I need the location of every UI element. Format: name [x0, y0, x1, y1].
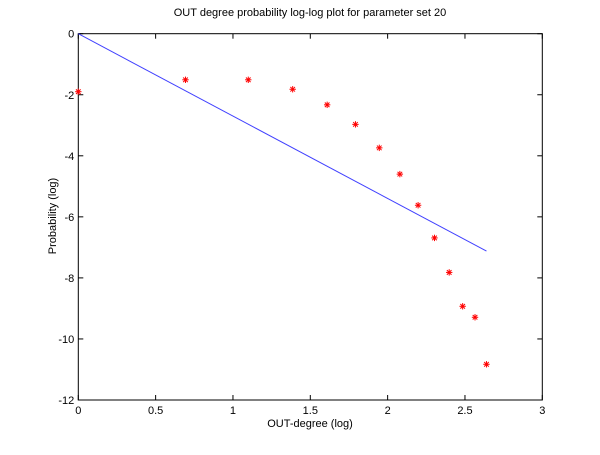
data-point [75, 88, 82, 95]
x-tick-label: 0.5 [148, 405, 163, 417]
data-point [182, 76, 189, 83]
data-point [483, 361, 490, 368]
y-axis-label: Probability (log) [47, 178, 59, 254]
data-point [376, 144, 383, 152]
y-tick-label: -12 [58, 395, 74, 407]
data-point [471, 314, 479, 321]
data-point [459, 303, 466, 310]
y-tick-label: 0 [68, 29, 74, 41]
x-tick-label: 2.5 [457, 405, 472, 417]
data-point [352, 121, 359, 128]
y-tick-label: -10 [58, 334, 74, 346]
chart-title: OUT degree probability log-log plot for … [174, 7, 447, 19]
data-point [431, 234, 438, 242]
y-tick-label: -6 [65, 212, 75, 224]
x-axis-label: OUT-degree (log) [267, 418, 353, 430]
data-point [414, 202, 422, 209]
plot-area [77, 33, 543, 401]
y-tick-label: -2 [65, 90, 75, 102]
fit-line [78, 33, 487, 252]
data-point [445, 269, 453, 276]
data-point [289, 86, 296, 93]
x-tick-label: 1.5 [303, 405, 318, 417]
y-tick-label: -8 [65, 273, 75, 285]
x-tick-label: 2 [385, 405, 391, 417]
y-tick-label: -4 [65, 151, 75, 163]
data-point [245, 76, 252, 83]
x-tick-label: 0 [75, 405, 81, 417]
x-tick-label: 1 [230, 405, 236, 417]
data-point [323, 101, 331, 109]
data-point [396, 170, 404, 178]
x-tick-label: 3 [539, 405, 545, 417]
